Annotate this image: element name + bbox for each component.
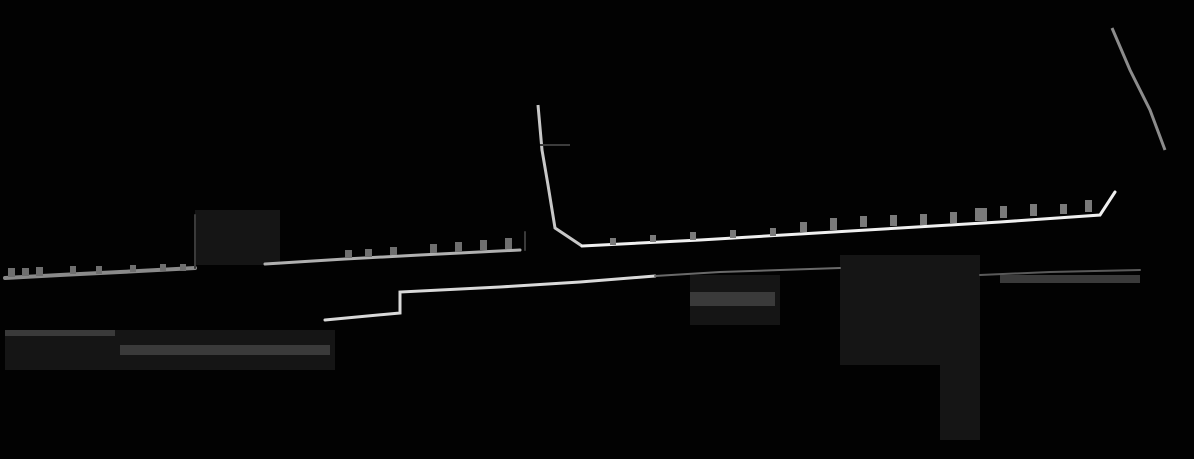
faint-texture [5,210,980,440]
center-pole [536,104,583,248]
lower-roofline [323,267,1141,322]
right-crenellations [610,200,1092,245]
lower-facade [5,275,1140,355]
left-crenellations [8,238,512,277]
left-roofline [3,214,526,280]
top-right-diagonal [1110,27,1167,151]
main-roofline [580,190,1117,248]
